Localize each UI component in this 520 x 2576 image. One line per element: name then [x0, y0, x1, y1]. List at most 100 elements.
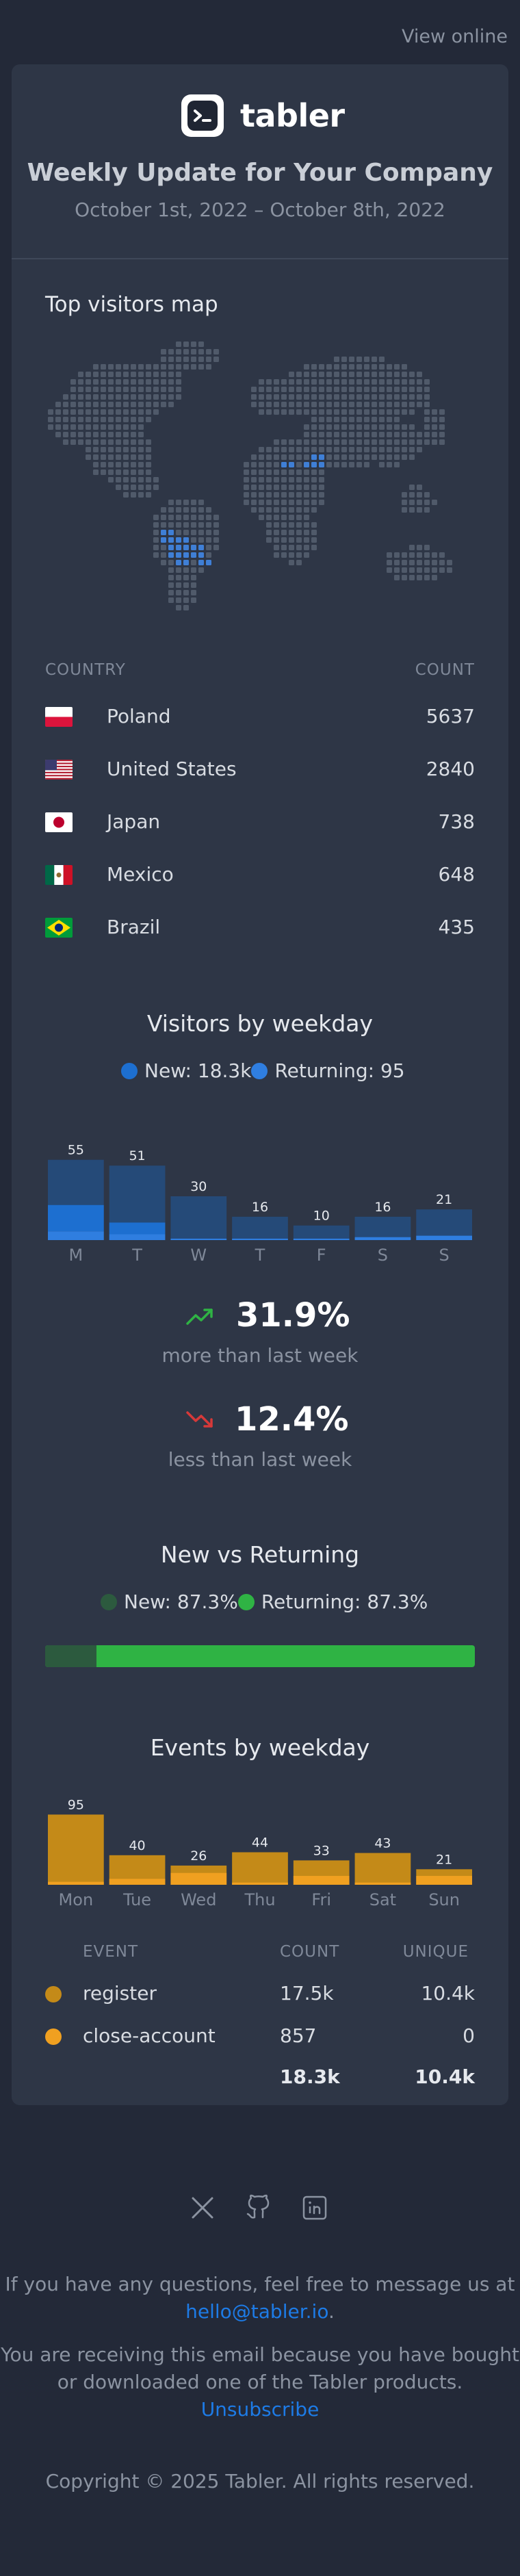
brand-name: tabler: [240, 97, 345, 134]
event-name: register: [83, 1982, 157, 2005]
bar-segment-1-6: [416, 1876, 472, 1885]
tick-label-4: F: [317, 1246, 326, 1265]
bar-segment-2-3: [232, 1238, 288, 1240]
data-label-4: 10: [313, 1209, 330, 1224]
close-account-color-dot: [45, 2028, 62, 2045]
bar-segment-2-0: [48, 1231, 104, 1240]
notice-line-2: or downloaded one of the Tabler products…: [57, 2371, 463, 2393]
data-label-6: 21: [436, 1852, 452, 1867]
data-label-0: 95: [68, 1797, 84, 1812]
bar-segment-2-1: [109, 1234, 166, 1240]
data-label-5: 43: [374, 1836, 391, 1851]
bar-segment-1-0: [48, 1205, 104, 1232]
new-vs-returning-legend: New: 87.3% Returning: 87.3%: [101, 1590, 428, 1613]
bar-total-3: [232, 1216, 288, 1240]
tick-label-6: Sun: [428, 1890, 460, 1909]
data-label-3: 44: [252, 1835, 268, 1850]
event-unique: 0: [463, 2024, 475, 2047]
bar-total-5: [354, 1853, 411, 1885]
legend-returning-label: Returning: 95: [274, 1059, 405, 1082]
event-unique: 10.4k: [421, 1982, 475, 2005]
tick-label-2: W: [190, 1246, 207, 1265]
country-count: 648: [438, 863, 475, 886]
copyright: Copyright © 2025 Tabler. All rights rese…: [45, 2470, 475, 2493]
count-column-header: COUNT: [280, 1943, 340, 1961]
country-count: 2840: [426, 758, 475, 780]
data-label-6: 21: [436, 1192, 452, 1207]
contact-suffix: .: [328, 2300, 335, 2323]
x-icon[interactable]: [189, 2194, 216, 2224]
events-bar-chart: 95 Mon 40 Tue 26 Wed 44 Thu 33 Fri 43 Sat 21 Sun: [48, 1797, 472, 1909]
event-name: close-account: [83, 2024, 216, 2047]
bar-segment-2-4: [293, 1238, 350, 1240]
contact-email-link[interactable]: hello@tabler.io: [185, 2300, 328, 2323]
country-name: United States: [107, 758, 237, 780]
country-column-header: COUNTRY: [45, 661, 126, 679]
bar-total-0: [48, 1814, 104, 1885]
brazil-flag-icon: [45, 918, 73, 938]
data-label-4: 33: [313, 1843, 330, 1858]
header-divider: [12, 258, 508, 259]
data-label-3: 16: [252, 1200, 268, 1215]
unsubscribe-link[interactable]: Unsubscribe: [200, 2398, 320, 2421]
footer-notice: You are receiving this email because you…: [0, 2341, 520, 2423]
data-label-2: 26: [190, 1849, 207, 1864]
total-unique: 10.4k: [415, 2065, 475, 2088]
tick-label-0: Mon: [59, 1890, 94, 1909]
new-legend-dot: [101, 1593, 117, 1610]
new-legend-dot: [121, 1062, 138, 1079]
bar-total-4: [293, 1225, 350, 1240]
unique-column-header: UNIQUE: [402, 1943, 469, 1961]
bar-total-6: [416, 1209, 472, 1240]
poland-flag-icon: [45, 707, 73, 727]
tick-label-5: Sat: [369, 1890, 396, 1909]
bar-segment-1-3: [232, 1882, 288, 1885]
map-title: Top visitors map: [45, 292, 218, 317]
bar-segment-1-0: [48, 1881, 104, 1885]
tick-label-1: Tue: [122, 1890, 151, 1909]
stat-up-label: more than last week: [161, 1344, 359, 1367]
data-label-2: 30: [190, 1179, 207, 1194]
legend-new-label: New: 87.3%: [124, 1590, 238, 1613]
bar-segment-2-5: [354, 1237, 411, 1240]
view-online-link[interactable]: View online: [401, 26, 508, 47]
email-title: Weekly Update for Your Company: [27, 159, 493, 187]
tick-label-3: Thu: [244, 1890, 275, 1909]
linkedin-icon[interactable]: [301, 2194, 328, 2224]
github-icon[interactable]: [245, 2194, 272, 2224]
data-label-1: 40: [129, 1838, 145, 1853]
bar-segment-1-1: [109, 1222, 166, 1235]
events-title: Events by weekday: [150, 1734, 370, 1761]
returning-legend-dot: [251, 1062, 268, 1079]
tick-label-4: Fri: [311, 1890, 331, 1909]
date-range: October 1st, 2022 – October 8th, 2022: [75, 198, 445, 221]
tick-label-3: T: [255, 1246, 265, 1265]
country-name: Japan: [107, 810, 161, 833]
returning-legend-dot: [237, 1593, 255, 1610]
visitors-bar-chart: 55 M 51 T 30 W 16 T 10 F 16 S 21 S: [48, 1143, 472, 1265]
data-label-5: 16: [374, 1200, 391, 1215]
country-name: Poland: [107, 705, 171, 727]
event-column-header: EVENT: [83, 1943, 139, 1961]
bar-total-2: [170, 1196, 227, 1240]
tick-label-6: S: [439, 1246, 450, 1265]
tick-label-1: T: [131, 1246, 142, 1265]
event-count: 857: [280, 2024, 317, 2047]
bar-segment-1-5: [354, 1882, 411, 1885]
bar-segment-2-6: [416, 1235, 472, 1240]
bar-segment-1-1: [109, 1879, 166, 1885]
count-column-header: COUNT: [415, 661, 475, 679]
bar-total-3: [232, 1852, 288, 1885]
tabler-logo-icon: [181, 94, 224, 137]
legend-new-label: New: 18.3k: [144, 1059, 252, 1082]
trend-down-icon: [185, 1410, 214, 1433]
footer-contact: If you have any questions, feel free to …: [0, 2271, 520, 2326]
stat-down-label: less than last week: [168, 1448, 352, 1471]
new-vs-returning-title: New vs Returning: [160, 1541, 360, 1568]
event-count: 17.5k: [280, 1982, 334, 2005]
register-color-dot: [45, 1986, 62, 2002]
country-name: Brazil: [107, 916, 161, 938]
bar-total-5: [354, 1216, 411, 1240]
tick-label-5: S: [378, 1246, 388, 1265]
new-vs-returning-bar: [45, 1645, 475, 1667]
